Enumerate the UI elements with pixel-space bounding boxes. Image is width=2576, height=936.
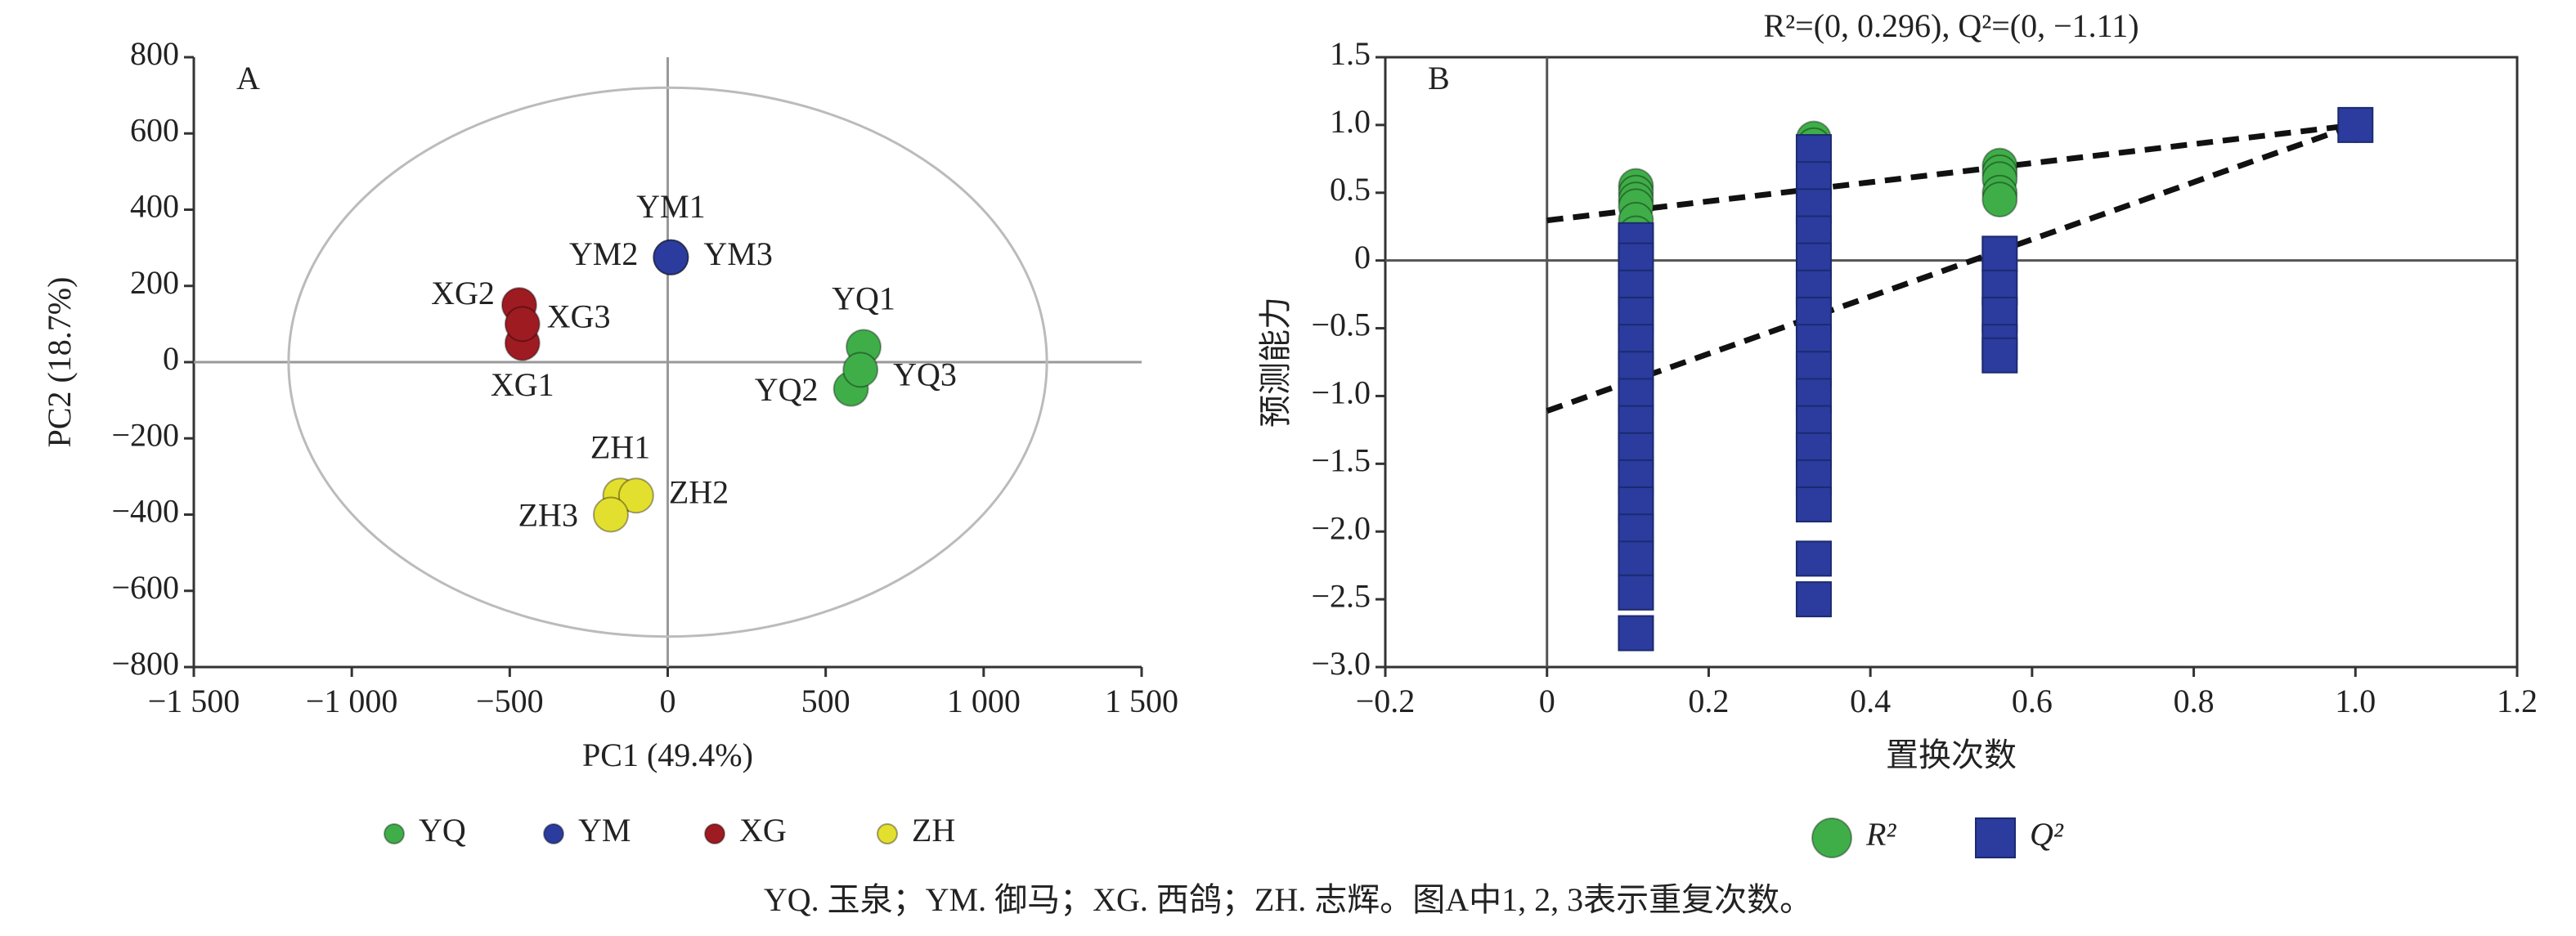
square-marker — [1981, 337, 2018, 374]
y-tick-label: −2.0 — [1311, 509, 1371, 546]
square-marker — [1795, 486, 1832, 523]
fit-line — [1546, 122, 2356, 224]
chart-title: R²=(0, 0.296), Q²=(0, −1.11) — [1763, 7, 2138, 44]
circle-marker — [877, 823, 898, 844]
y-tick-label: 400 — [130, 188, 179, 225]
x-tick-label: 0.6 — [2012, 683, 2053, 719]
point-label: YM2 — [569, 235, 638, 272]
point-label: YQ1 — [832, 280, 895, 317]
x-tick-label: 0.4 — [1850, 683, 1891, 719]
circle-marker — [592, 496, 629, 533]
y-tick-label: −3.0 — [1311, 645, 1371, 682]
x-tick-label: −1 500 — [148, 683, 240, 719]
circle-marker — [842, 352, 879, 388]
caption: YQ. 玉泉；YM. 御马；XG. 西鸽；ZH. 志辉。图A中1, 2, 3表示… — [764, 881, 1812, 918]
point-label: ZH1 — [590, 428, 650, 465]
y-tick-label: −400 — [111, 493, 179, 530]
square-marker — [1975, 817, 2016, 858]
x-tick-label: 1.2 — [2497, 683, 2538, 719]
x-tick-label: 0 — [1539, 683, 1555, 719]
point-label: YM3 — [703, 235, 772, 272]
y-tick-label: 0.5 — [1330, 171, 1371, 208]
y-tick-label: 1.0 — [1330, 103, 1371, 140]
legend-label: ZH — [912, 812, 955, 849]
point-label: XG2 — [431, 275, 495, 311]
point-label: YQ3 — [893, 356, 957, 392]
circle-marker — [384, 823, 405, 844]
y-axis-label: 预测能力 — [1257, 297, 1294, 428]
x-axis-label: PC1 (49.4%) — [582, 737, 753, 773]
legend-label: XG — [739, 812, 787, 849]
circle-marker — [543, 823, 564, 844]
y-tick-label: 800 — [130, 35, 179, 72]
square-marker — [2337, 106, 2374, 143]
circle-marker — [1981, 181, 2018, 218]
circle-marker — [1811, 817, 1852, 858]
x-tick-label: 500 — [801, 683, 850, 719]
point-label: ZH3 — [518, 497, 578, 534]
y-tick-label: 0 — [1354, 239, 1371, 275]
y-axis-label: PC2 (18.7%) — [41, 277, 78, 448]
circle-marker — [653, 239, 689, 275]
y-tick-label: −0.5 — [1311, 307, 1371, 343]
x-tick-label: 1.0 — [2335, 683, 2376, 719]
x-tick-label: −1 000 — [306, 683, 398, 719]
y-tick-label: 1.5 — [1330, 35, 1371, 72]
x-tick-label: 0.2 — [1688, 683, 1729, 719]
square-marker — [1618, 615, 1654, 652]
circle-marker — [704, 823, 725, 844]
y-tick-label: −600 — [111, 569, 179, 606]
point-label: XG1 — [491, 366, 554, 403]
x-axis-label: 置换次数 — [1886, 737, 2017, 773]
x-tick-label: 0 — [660, 683, 676, 719]
y-tick-label: −2.5 — [1311, 577, 1371, 614]
circle-marker — [504, 306, 541, 343]
square-marker — [1795, 540, 1832, 577]
square-marker — [1981, 235, 2018, 272]
y-tick-label: 600 — [130, 111, 179, 148]
x-tick-label: 1 000 — [947, 683, 1021, 719]
y-tick-label: −200 — [111, 416, 179, 453]
x-tick-label: −500 — [476, 683, 544, 719]
y-tick-label: −1.5 — [1311, 442, 1371, 479]
y-tick-label: 200 — [130, 264, 179, 301]
circle-marker — [617, 477, 654, 514]
panel-label: A — [236, 60, 260, 96]
square-marker — [1795, 581, 1832, 618]
point-label: XG3 — [547, 298, 611, 335]
y-tick-label: −800 — [111, 645, 179, 682]
x-tick-label: 1 500 — [1105, 683, 1178, 719]
fit-line — [1546, 122, 2357, 414]
square-marker — [1618, 574, 1654, 611]
legend-label: YQ — [419, 812, 466, 849]
y-tick-label: −1.0 — [1311, 374, 1371, 411]
point-label: ZH2 — [669, 473, 729, 510]
x-tick-label: 0.8 — [2174, 683, 2215, 719]
square-marker — [1618, 540, 1654, 577]
confidence-ellipse — [287, 86, 1048, 638]
legend-label: R² — [1865, 816, 1896, 853]
point-label: YQ2 — [755, 371, 819, 408]
x-tick-label: −0.2 — [1356, 683, 1416, 719]
panel-label: B — [1428, 60, 1450, 96]
point-label: YM1 — [636, 188, 705, 225]
y-tick-label: 0 — [163, 340, 179, 377]
legend-label: Q² — [2030, 816, 2064, 853]
plot-frame — [1384, 56, 2519, 669]
legend-label: YM — [578, 812, 631, 849]
